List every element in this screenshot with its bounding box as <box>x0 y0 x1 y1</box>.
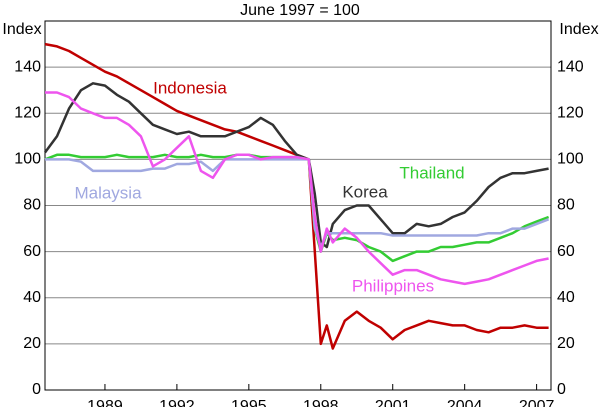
x-tick-label: 1992 <box>159 398 195 407</box>
y2-tick-label: 80 <box>557 197 575 214</box>
chart-title: June 1997 = 100 <box>240 2 360 19</box>
series-line <box>43 82 549 249</box>
x-tick-label: 2004 <box>447 398 483 407</box>
y2-tick-label: 40 <box>557 289 575 306</box>
plot-frame <box>44 20 552 391</box>
series-label: Thailand <box>399 163 464 182</box>
y-tick-label: 80 <box>23 197 41 214</box>
series-line <box>45 91 549 286</box>
y-tick-label: 140 <box>14 58 41 75</box>
x-tick-label: 2007 <box>519 398 555 407</box>
series-label: Korea <box>342 182 388 201</box>
y-tick-label: 100 <box>14 151 41 168</box>
x-tick-label: 1998 <box>303 398 339 407</box>
y2-tick-label: 100 <box>557 151 584 168</box>
y2-axis-label: Index <box>559 21 598 38</box>
x-tick-label: 2001 <box>375 398 411 407</box>
y2-tick-label: 140 <box>557 58 584 75</box>
y-tick-label: 60 <box>23 243 41 260</box>
y-tick-label: 40 <box>23 289 41 306</box>
y-tick-label: 0 <box>32 381 41 398</box>
y2-tick-label: 20 <box>557 335 575 352</box>
y-tick-label: 20 <box>23 335 41 352</box>
series-label: Malaysia <box>74 183 142 202</box>
series-label: Indonesia <box>153 78 227 97</box>
series-label: Philippines <box>352 276 434 295</box>
y2-tick-label: 0 <box>557 381 566 398</box>
y2-tick-label: 120 <box>557 104 584 121</box>
y-tick-label: 120 <box>14 104 41 121</box>
x-tick-label: 1989 <box>87 398 123 407</box>
x-tick-label: 1995 <box>231 398 267 407</box>
y-axis-label: Index <box>2 21 41 38</box>
y2-tick-label: 60 <box>557 243 575 260</box>
